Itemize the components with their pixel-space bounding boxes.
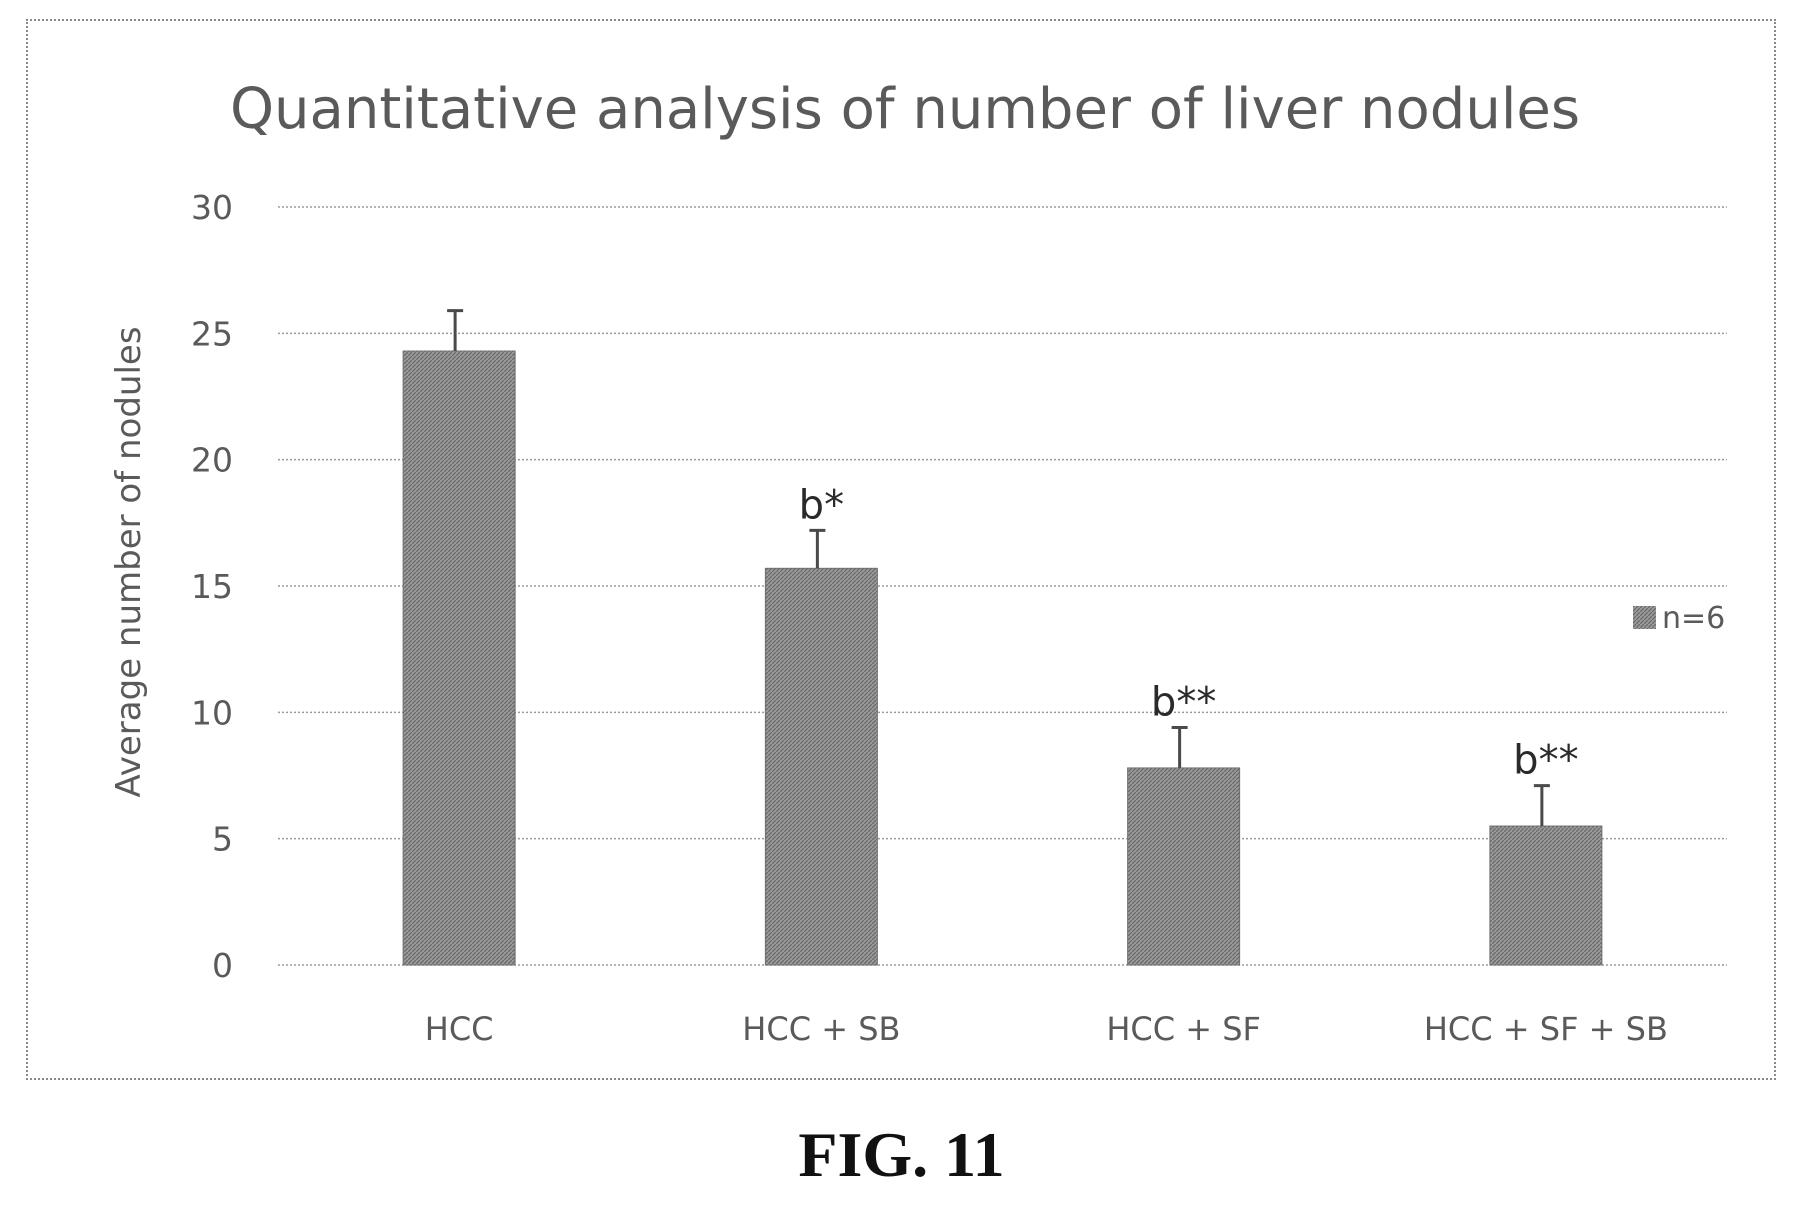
y-tick-label: 20 [191, 441, 233, 480]
x-tick-label: HCC [425, 1010, 494, 1048]
y-tick-label: 25 [191, 314, 233, 353]
legend-swatch [1633, 606, 1656, 629]
bars [402, 350, 1603, 966]
bar [1489, 825, 1603, 966]
chart-frame [26, 19, 1776, 1080]
legend-label: n=6 [1662, 601, 1725, 636]
bar [402, 350, 516, 966]
y-tick-label: 30 [191, 188, 233, 227]
y-axis-label: Average number of nodules [109, 326, 149, 797]
y-tick-label: 0 [212, 946, 233, 985]
bar-chart: Quantitative analysis of number of liver… [109, 77, 1727, 1048]
bar [764, 567, 878, 966]
x-tick-label: HCC + SF [1106, 1010, 1261, 1048]
chart-title: Quantitative analysis of number of liver… [230, 77, 1580, 142]
error-bars [447, 309, 1550, 827]
significance-labels: b* b** b** [799, 482, 1579, 783]
y-tick-label: 15 [191, 567, 233, 606]
y-tick-label: 5 [212, 820, 233, 859]
y-axis-ticks: 0 5 10 15 20 25 30 [191, 188, 233, 985]
y-tick-label: 10 [191, 693, 233, 732]
bar [1127, 767, 1241, 966]
x-tick-label: HCC + SF + SB [1424, 1010, 1668, 1048]
significance-label: b** [1513, 738, 1578, 784]
legend: n=6 [1633, 601, 1725, 636]
gridlines [278, 206, 1727, 966]
significance-label: b** [1151, 679, 1216, 725]
x-axis-ticks: HCC HCC + SB HCC + SF HCC + SF + SB [425, 1010, 1668, 1048]
figure-caption: FIG. 11 [798, 1119, 1005, 1190]
significance-label: b* [799, 482, 844, 528]
x-tick-label: HCC + SB [742, 1010, 900, 1048]
